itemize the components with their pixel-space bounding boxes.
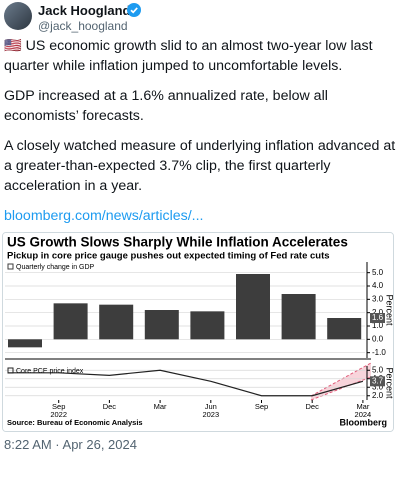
verified-badge <box>127 3 141 17</box>
chart-title: US Growth Slows Sharply While Inflation … <box>7 235 348 250</box>
x-year-label: 2024 <box>355 410 372 419</box>
line <box>8 369 364 397</box>
timestamp[interactable]: 8:22 AM · Apr 26, 2024 <box>4 437 137 452</box>
forecast-band <box>311 363 371 400</box>
y-axis-title: Percent <box>385 294 394 326</box>
value-label: 1.6 <box>372 313 384 322</box>
bar <box>236 274 270 340</box>
article-link[interactable]: bloomberg.com/news/articles/... <box>4 208 204 224</box>
author-handle[interactable]: @jack_hoogland <box>38 19 128 33</box>
paragraph: GDP increased at a 1.6% annualized rate,… <box>4 88 328 124</box>
value-label: 3.7 <box>372 376 384 385</box>
bar <box>281 294 316 340</box>
y-tick-label: 3.0 <box>372 382 384 391</box>
y-tick-label: 0.0 <box>372 334 384 343</box>
legend-label: Core PCE price index <box>16 368 84 375</box>
y-tick-label: 2.0 <box>372 391 384 400</box>
bar <box>99 304 134 340</box>
y-tick-label: 5.0 <box>372 268 384 277</box>
value-label-box <box>370 313 385 323</box>
y-tick-label: 1.0 <box>372 321 384 330</box>
y-tick-label: 4.0 <box>372 281 384 290</box>
bar <box>190 311 225 340</box>
x-tick-label: Dec <box>103 402 117 411</box>
chart-brand: Bloomberg <box>339 417 387 427</box>
legend-label: Quarterly change in GDP <box>16 264 95 271</box>
x-tick-label: Mar <box>356 402 369 411</box>
y-tick-label: 3.0 <box>372 294 384 303</box>
x-tick-label: Dec <box>306 402 320 411</box>
tweet-text: 🇺🇸 US economic growth slid to an almost … <box>4 36 396 236</box>
chart-source: Source: Bureau of Economic Analysis <box>7 418 143 427</box>
x-tick-label: Jun <box>205 402 217 411</box>
x-tick-label: Sep <box>255 402 268 411</box>
legend-swatch <box>7 263 14 270</box>
paragraph: 🇺🇸 US economic growth slid to an almost … <box>4 38 373 74</box>
author-name[interactable]: Jack Hoogland <box>38 3 131 18</box>
x-tick-label: Mar <box>154 402 167 411</box>
bar <box>53 303 88 340</box>
paragraph: A closely watched measure of underlying … <box>4 138 396 194</box>
value-label-box <box>370 376 385 387</box>
forecast-bound <box>310 376 372 401</box>
y-tick-label: -1.0 <box>372 348 386 357</box>
bar <box>327 318 362 340</box>
avatar[interactable] <box>4 2 32 30</box>
y-tick-label: 2.0 <box>372 308 384 317</box>
y-axis-title: Percent <box>385 367 394 399</box>
x-year-label: 2022 <box>50 410 67 419</box>
y-tick-label: 5.0 <box>372 365 384 374</box>
chart-image[interactable]: US Growth Slows Sharply While Inflation … <box>2 232 394 432</box>
chart-subtitle: Pickup in core price gauge pushes out ex… <box>7 251 330 262</box>
x-tick-label: Sep <box>52 402 65 411</box>
bar <box>144 310 179 340</box>
forecast-bound <box>310 362 372 397</box>
x-year-label: 2023 <box>202 410 219 419</box>
bar <box>8 339 42 348</box>
